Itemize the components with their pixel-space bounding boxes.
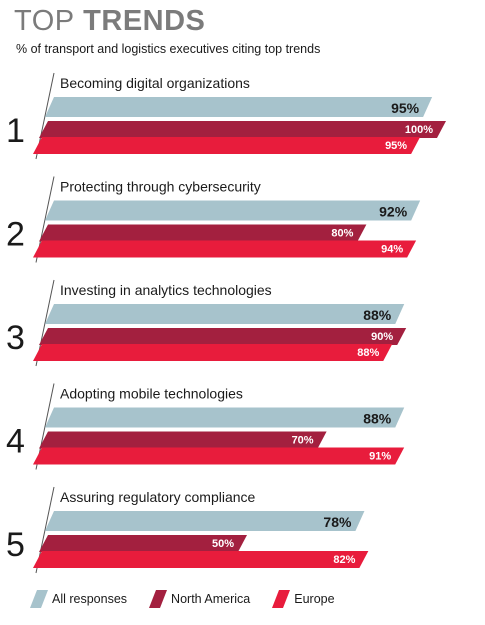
- trend-label: Becoming digital organizations: [60, 75, 250, 91]
- rank-number: 2: [6, 216, 25, 254]
- bar-north-america: [39, 431, 327, 449]
- legend-item-europe: Europe: [272, 590, 335, 608]
- bar-all-responses: [45, 511, 365, 531]
- trend-label: Investing in analytics technologies: [60, 282, 272, 298]
- rank-number: 1: [6, 112, 25, 150]
- data-label-all-responses: 88%: [363, 411, 392, 427]
- data-label-europe: 91%: [369, 451, 391, 463]
- bar-europe: [33, 447, 405, 465]
- data-label-europe: 82%: [333, 554, 355, 566]
- chart-title: TOP TRENDS: [14, 3, 205, 39]
- trend-group: 2 Protecting through cybersecurity 92% 80% 9…: [6, 176, 421, 263]
- data-label-north-america: 80%: [331, 228, 353, 240]
- data-label-north-america: 70%: [292, 435, 314, 447]
- data-label-europe: 95%: [385, 140, 407, 152]
- bar-north-america: [39, 224, 367, 242]
- data-label-all-responses: 78%: [323, 514, 352, 530]
- legend-swatch-europe: [272, 590, 291, 608]
- chart-legend: All responses North America Europe: [30, 588, 357, 610]
- data-label-all-responses: 92%: [379, 204, 408, 220]
- bar-europe: [33, 240, 417, 258]
- data-label-europe: 88%: [357, 347, 379, 359]
- bar-europe: [33, 137, 421, 154]
- trend-group: 4 Adopting mobile technologies 88% 70% 91%: [6, 383, 405, 470]
- data-label-all-responses: 88%: [363, 307, 392, 323]
- legend-swatch-all-responses: [30, 590, 48, 608]
- trend-label: Protecting through cybersecurity: [60, 179, 261, 195]
- trend-group: 3 Investing in analytics technologies 88% 9…: [6, 279, 407, 367]
- data-label-north-america: 100%: [405, 124, 433, 136]
- chart-title-light: TOP: [14, 5, 75, 37]
- legend-item-all-responses: All responses: [30, 590, 127, 608]
- bar-all-responses: [45, 304, 405, 324]
- bar-north-america: [39, 121, 446, 138]
- bar-all-responses: [45, 407, 405, 428]
- legend-label-north-america: North America: [171, 592, 251, 606]
- data-label-north-america: 50%: [212, 538, 234, 550]
- rank-number: 5: [6, 526, 25, 564]
- data-label-north-america: 90%: [371, 331, 393, 343]
- legend-swatch-north-america: [149, 590, 168, 608]
- bar-north-america: [39, 328, 407, 345]
- rank-number: 3: [6, 319, 25, 357]
- data-label-europe: 94%: [381, 244, 403, 256]
- bar-north-america: [39, 535, 247, 552]
- trends-bar-chart: 1 Becoming digital organizations 95% 100% 95…: [6, 72, 446, 574]
- legend-label-all-responses: All responses: [52, 592, 128, 606]
- chart-subtitle: % of transport and logistics executives …: [16, 42, 321, 56]
- trend-label: Assuring regulatory compliance: [60, 489, 256, 505]
- chart-title-bold: TRENDS: [83, 5, 206, 37]
- bar-europe: [33, 551, 369, 568]
- rank-number: 4: [6, 423, 25, 461]
- trend-label: Adopting mobile technologies: [60, 386, 243, 402]
- bar-all-responses: [45, 200, 421, 221]
- bar-europe: [33, 344, 393, 361]
- legend-label-europe: Europe: [294, 592, 335, 606]
- legend-item-north-america: North America: [149, 590, 250, 608]
- trend-group: 5 Assuring regulatory compliance 78% 50% 82%: [6, 486, 369, 574]
- trend-group: 1 Becoming digital organizations 95% 100% 95…: [6, 72, 446, 160]
- data-label-all-responses: 95%: [391, 100, 420, 116]
- bar-all-responses: [45, 97, 433, 117]
